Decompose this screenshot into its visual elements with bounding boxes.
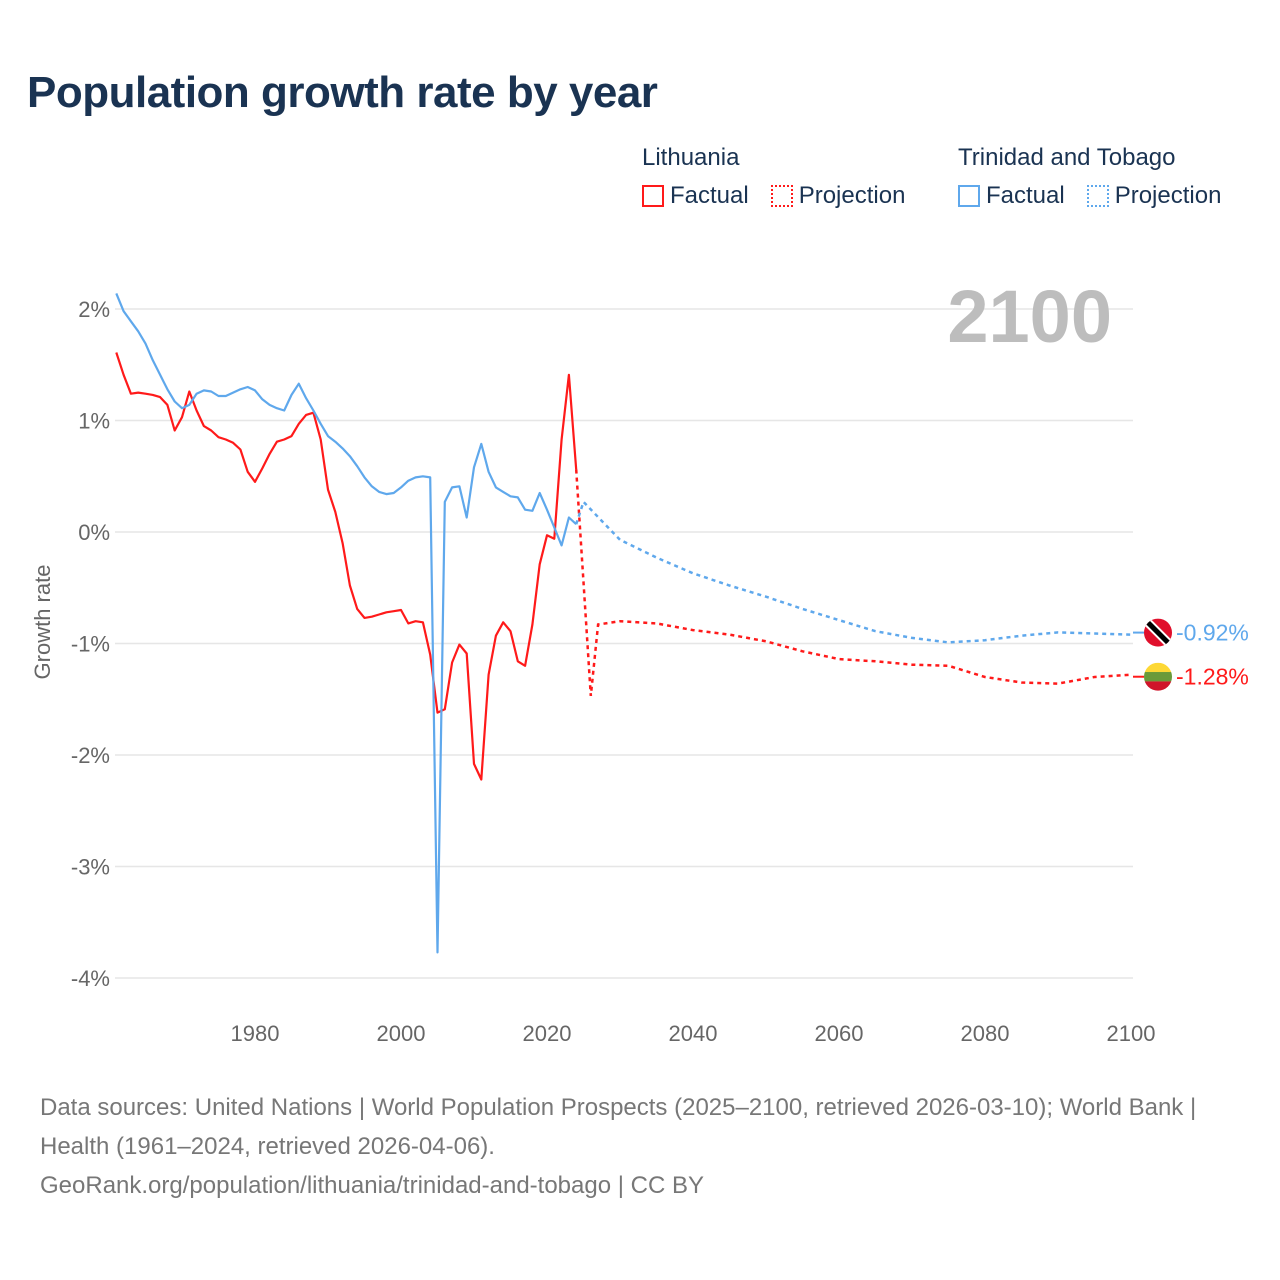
legend-lithuania-projection[interactable]: Projection <box>770 182 906 210</box>
y-tick-label: 1% <box>78 409 110 434</box>
x-tick-label: 2020 <box>523 1021 572 1046</box>
flag-stripe-green <box>1144 672 1172 682</box>
legend-country: Trinidad and Tobago <box>958 144 1176 171</box>
y-tick-label: -4% <box>71 966 110 991</box>
legend-country: Lithuania <box>642 144 740 171</box>
legend-tt-factual[interactable]: Factual <box>958 182 1065 210</box>
solid-swatch-icon <box>958 185 980 207</box>
legend-tt-projection[interactable]: Projection <box>1086 182 1222 210</box>
y-tick-label: -3% <box>71 855 110 880</box>
legend-label: Projection <box>1114 182 1222 209</box>
footer: Data sources: United Nations | World Pop… <box>40 1088 1240 1205</box>
x-tick-label: 2040 <box>669 1021 718 1046</box>
legend-trinidad-and-tobago: Trinidad and Tobago Factual Projection <box>958 144 1221 210</box>
dotted-swatch-icon <box>1086 185 1109 207</box>
legend-label: Factual <box>986 182 1065 209</box>
legend-label: Factual <box>670 182 749 209</box>
lithuania-factual-line <box>115 352 578 781</box>
x-tick-label: 2100 <box>1107 1021 1156 1046</box>
x-tick-label: 1980 <box>231 1021 280 1046</box>
legend-lithuania: Lithuania Factual Projection <box>642 144 921 210</box>
flag-band-black <box>1144 618 1172 647</box>
legend-label: Projection <box>798 182 906 209</box>
trinidad-and-tobago-flag-icon <box>1144 618 1172 647</box>
solid-swatch-icon <box>642 185 664 207</box>
x-tick-label: 2080 <box>961 1021 1010 1046</box>
credit-link[interactable]: GeoRank.org/population/lithuania/trinida… <box>40 1172 704 1199</box>
legend-lithuania-factual[interactable]: Factual <box>642 182 749 210</box>
flag-stripe-red <box>1144 681 1172 691</box>
trinidad-and-tobago-end-value: -0.92% <box>1176 620 1249 646</box>
lithuania-projection-line <box>574 469 1132 697</box>
page-title: Population growth rate by year <box>27 68 658 117</box>
dotted-swatch-icon <box>770 185 793 207</box>
flag-fill <box>1144 618 1172 647</box>
y-axis-label: Growth rate <box>30 565 55 680</box>
x-tick-label: 2000 <box>377 1021 426 1046</box>
flag-stripe-yellow <box>1144 662 1172 673</box>
flag-fill <box>1144 662 1172 691</box>
x-tick-label: 2060 <box>815 1021 864 1046</box>
y-tick-label: 0% <box>78 520 110 545</box>
y-tick-label: -1% <box>71 632 110 657</box>
y-tick-label: -2% <box>71 743 110 768</box>
lithuania-flag-icon <box>1144 662 1172 691</box>
trinidad-and-tobago-projection-line <box>575 499 1132 644</box>
y-tick-label: 2% <box>78 297 110 322</box>
year-watermark: 2100 <box>947 275 1112 358</box>
lithuania-end-value: -1.28% <box>1176 664 1249 690</box>
trinidad-and-tobago-factual-line <box>115 292 577 954</box>
data-sources: Data sources: United Nations | World Pop… <box>40 1094 1197 1160</box>
